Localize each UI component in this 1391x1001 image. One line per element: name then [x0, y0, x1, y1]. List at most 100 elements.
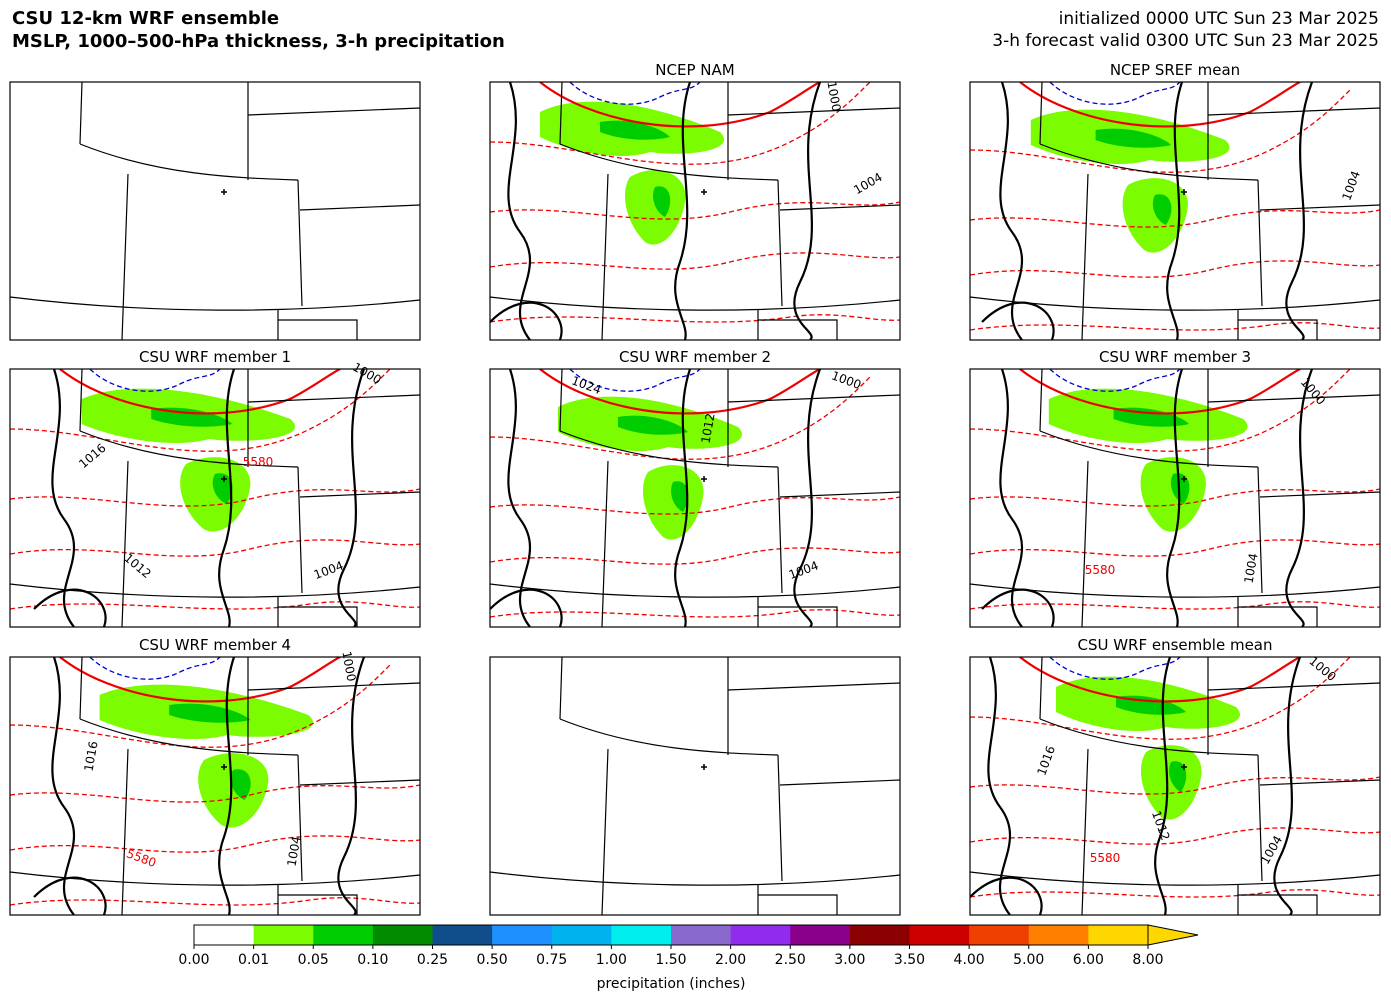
thickness-contour [970, 488, 1380, 507]
state-border [79, 718, 299, 756]
thickness-contour [970, 89, 1351, 173]
precip-area-heavy [169, 703, 251, 723]
state-border [121, 748, 129, 915]
colorbar-segment [253, 925, 314, 945]
city-marker [221, 476, 227, 482]
panel-title: CSU WRF member 4 [139, 636, 291, 654]
precip-area [1122, 178, 1188, 253]
map-panel: CSU WRF member 2 1024 1012 1000 1004 [489, 348, 901, 628]
panel-frame [9, 81, 421, 341]
contour-label: 5580 [1090, 851, 1121, 865]
pressure-contour [793, 82, 822, 340]
state-border [559, 657, 563, 720]
state-border [297, 179, 303, 307]
colorbar-tick-label: 8.00 [1132, 952, 1163, 968]
city-marker [701, 764, 707, 770]
state-border [299, 204, 420, 211]
precip-area-heavy [1095, 128, 1172, 148]
city-marker [701, 189, 707, 195]
colorbar-tick-label: 4.00 [954, 952, 985, 968]
pressure-contour [793, 369, 822, 627]
pressure-contour [999, 369, 1024, 627]
state-border [1039, 657, 1043, 720]
pressure-contour [981, 588, 1055, 627]
pressure-contour [490, 301, 563, 340]
precip-area-heavy [653, 186, 671, 217]
pressure-contour [218, 657, 236, 915]
state-border [247, 107, 420, 116]
state-border [79, 369, 83, 432]
state-border [1257, 466, 1263, 594]
panel-frame [489, 656, 901, 916]
state-border [1039, 369, 1043, 432]
thickness-contour [490, 201, 900, 220]
state-border [777, 466, 783, 594]
dashed-blue [1049, 82, 1181, 105]
state-border [490, 296, 900, 311]
map-panel [489, 656, 901, 916]
colorbar-segment [849, 925, 910, 945]
colorbar-segment [492, 925, 553, 945]
pressure-contour [51, 657, 76, 915]
city-marker [221, 189, 227, 195]
contour-label: 1004 [1242, 552, 1261, 585]
pressure-contour [218, 369, 236, 627]
state-border [297, 466, 303, 594]
colorbar-segment [551, 925, 612, 945]
thickness-contour [490, 376, 871, 460]
precip-area [180, 457, 251, 532]
thickness-5400 [1019, 82, 1301, 128]
contour-label: 5580 [243, 455, 274, 469]
colorbar-tick-label: 3.00 [834, 952, 865, 968]
colorbar-tick-label: 6.00 [1073, 952, 1104, 968]
pressure-contour [33, 588, 107, 627]
precip-area-heavy [1152, 194, 1172, 225]
precip-area [643, 465, 704, 540]
thickness-contour [10, 897, 420, 906]
state-border [601, 460, 609, 627]
thickness-contour [10, 601, 420, 610]
contour-label: 1012 [121, 551, 153, 581]
thickness-contour [970, 889, 1380, 898]
state-border [79, 430, 299, 468]
state-border [247, 394, 420, 403]
thickness-contour [490, 314, 900, 323]
state-border [559, 143, 779, 181]
contour-label: 5580 [1085, 563, 1116, 577]
contour-label: 1004 [787, 558, 820, 582]
map-panel: NCEP NAM 1000 1004 [489, 61, 901, 341]
state-border [1207, 682, 1380, 691]
colorbar-tick-label: 0.01 [238, 952, 269, 968]
colorbar-tick-label: 1.00 [596, 952, 627, 968]
contour-label: 1000 [339, 650, 358, 683]
contour-label: 1000 [1306, 654, 1338, 684]
map-content [970, 369, 1380, 627]
title-line: CSU 12-km WRF ensemble [12, 8, 279, 29]
panel-frame [489, 368, 901, 628]
pressure-contour [1285, 369, 1314, 627]
colorbar-extend [1147, 924, 1199, 946]
contour-label: 1016 [82, 740, 101, 773]
thickness-5400 [1019, 369, 1301, 415]
contour-label: 5580 [125, 846, 158, 870]
map-panel: NCEP SREF mean 1004 [969, 61, 1381, 341]
map-content [490, 82, 900, 340]
panel-title: CSU WRF member 1 [139, 348, 291, 366]
state-border [1257, 754, 1263, 882]
state-border [1238, 894, 1318, 915]
panel-frame [9, 368, 421, 628]
state-border [559, 82, 563, 145]
map-content [490, 369, 900, 627]
colorbar-segment [909, 925, 970, 945]
thickness-contour [10, 488, 420, 507]
thickness-contour [970, 539, 1380, 557]
panel-frame [489, 81, 901, 341]
colorbar-segment [372, 925, 433, 945]
city-marker [1181, 476, 1187, 482]
dashed-blue [89, 369, 221, 392]
init-time: initialized 0000 UTC Sun 23 Mar 2025 [1059, 9, 1379, 29]
colorbar-tick-label: 0.50 [477, 952, 508, 968]
dashed-blue [1049, 657, 1181, 680]
